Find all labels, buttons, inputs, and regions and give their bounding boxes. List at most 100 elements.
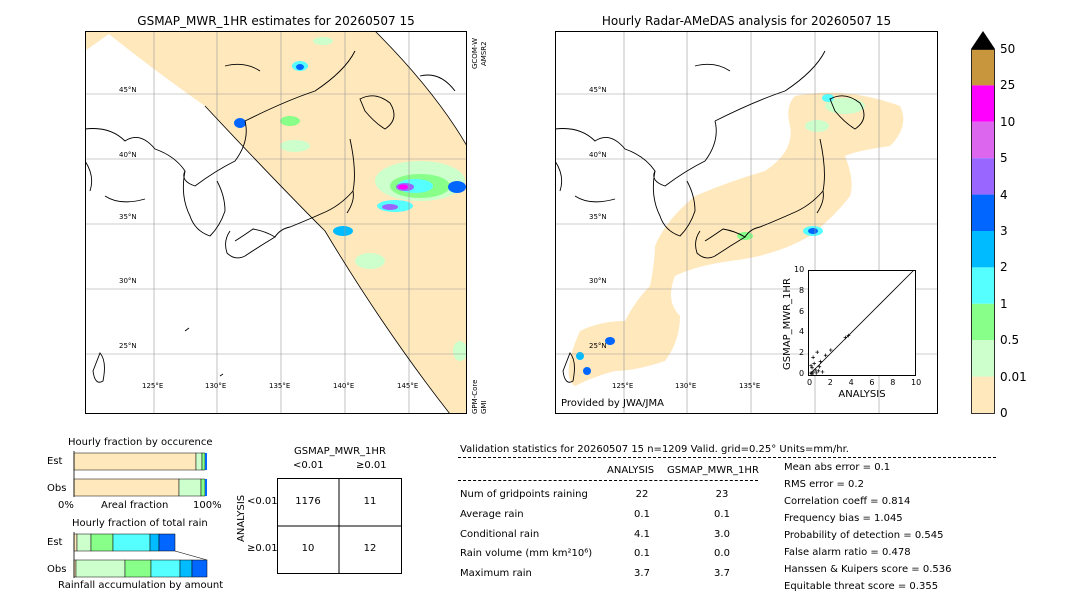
colorbar bbox=[971, 31, 995, 414]
colorbar-label: 50 bbox=[1000, 42, 1016, 56]
occurrence-chart bbox=[73, 451, 207, 497]
scatter-y-tick: 8 bbox=[799, 285, 805, 295]
scatter-y-tick: 2 bbox=[799, 348, 805, 358]
colorbar-over-triangle bbox=[971, 31, 995, 49]
colorbar-label: 3 bbox=[1000, 224, 1008, 238]
occurrence-xlabel: Areal fraction bbox=[101, 500, 169, 511]
scatter-point bbox=[810, 365, 814, 370]
left-lat-label: 35°N bbox=[119, 213, 137, 221]
scatter-point bbox=[814, 371, 819, 375]
right-lat-label: 40°N bbox=[589, 151, 607, 159]
validation-row-analysis: 22 bbox=[635, 489, 649, 500]
validation-row-analysis: 3.7 bbox=[634, 568, 650, 579]
left-lon-label: 135°E bbox=[269, 382, 291, 390]
sat-top-label: GCOM-W bbox=[471, 37, 479, 69]
total-rain-row-est: Est bbox=[47, 537, 63, 548]
scatter-point bbox=[818, 359, 823, 364]
colorbar-segment bbox=[971, 231, 995, 268]
colorbar-label: 4 bbox=[1000, 187, 1008, 202]
validation-row-label: Rain volume (mm km²10⁶) bbox=[460, 548, 593, 559]
right-lat-label: 25°N bbox=[589, 342, 607, 350]
validation-row-gsmap: 3.7 bbox=[714, 568, 730, 579]
left-lon-label: 125°E bbox=[142, 382, 164, 390]
left-lat-label: 25°N bbox=[119, 342, 137, 350]
scatter-y-tick: 0 bbox=[799, 369, 805, 378]
validation-row-gsmap: 23 bbox=[715, 489, 729, 500]
scatter-point bbox=[823, 353, 828, 358]
scatter-point bbox=[812, 361, 816, 366]
right-lat-label: 35°N bbox=[589, 213, 607, 221]
validation-table-divider bbox=[458, 480, 758, 481]
left-lat-label: 30°N bbox=[119, 277, 137, 285]
colorbar-segment bbox=[971, 85, 995, 122]
colorbar-segment bbox=[971, 121, 995, 159]
right-lon-label: 125°E bbox=[612, 382, 634, 390]
left-swath bbox=[105, 31, 467, 414]
scatter-plot bbox=[808, 270, 916, 376]
occurrence-x-right: 100% bbox=[193, 500, 222, 511]
colorbar-label: 25 bbox=[1000, 78, 1016, 93]
scatter-x-tick: 2 bbox=[827, 378, 833, 387]
right-lat-label: 30°N bbox=[589, 277, 607, 285]
left-lon-label: 130°E bbox=[205, 382, 227, 390]
contingency-grid bbox=[277, 478, 402, 574]
colorbar-segment bbox=[971, 376, 995, 413]
validation-row-label: Maximum rain bbox=[460, 568, 532, 579]
colorbar-segment bbox=[971, 158, 995, 195]
colorbar-label: 0.5 bbox=[1000, 333, 1020, 348]
total-rain-title: Hourly fraction of total rain bbox=[72, 518, 208, 529]
scatter-y-tick: 6 bbox=[799, 306, 805, 316]
colorbar-label: 2 bbox=[1000, 260, 1008, 275]
scatter-point bbox=[816, 369, 821, 373]
validation-col-gsmap: GSMAP_MWR_1HR bbox=[667, 465, 759, 476]
contingency-title: GSMAP_MWR_1HR bbox=[294, 446, 386, 457]
scatter-point bbox=[817, 364, 822, 369]
colorbar-label: 10 bbox=[1000, 114, 1016, 129]
right-lat-label: 45°N bbox=[589, 86, 607, 94]
left-map bbox=[85, 31, 467, 414]
score-line: RMS error = 0.2 bbox=[784, 479, 864, 490]
colorbar-segment bbox=[971, 194, 995, 231]
contingency-row-label: <0.01 bbox=[247, 496, 278, 507]
radar-coverage bbox=[568, 92, 904, 386]
occurrence-row-obs: Obs bbox=[47, 483, 67, 494]
score-line: Frequency bias = 1.045 bbox=[784, 513, 903, 524]
occurrence-x-left: 0% bbox=[58, 500, 74, 511]
score-line: Correlation coeff = 0.814 bbox=[784, 496, 911, 507]
scatter-point bbox=[809, 363, 813, 368]
scatter-xlabel: ANALYSIS bbox=[838, 389, 886, 400]
contingency-cell: 11 bbox=[363, 496, 377, 507]
occurrence-title: Hourly fraction by occurence bbox=[68, 437, 213, 448]
occurrence-row-est: Est bbox=[47, 456, 63, 467]
sat-top-label-2: AMSR2 bbox=[480, 41, 488, 66]
score-line: Hanssen & Kuipers score = 0.536 bbox=[784, 564, 952, 575]
scatter-x-tick: 4 bbox=[848, 378, 854, 387]
scatter-x-tick: 6 bbox=[869, 378, 875, 387]
scatter-point bbox=[811, 355, 815, 360]
total-rain-xlabel: Rainfall accumulation by amount bbox=[58, 580, 224, 591]
scatter-y-tick: 4 bbox=[799, 327, 805, 337]
validation-row-label: Conditional rain bbox=[460, 529, 540, 540]
colorbar-segment bbox=[971, 340, 995, 377]
sat-bottom-label-2: GMI bbox=[480, 400, 488, 414]
validation-row-label: Num of gridpoints raining bbox=[460, 489, 588, 500]
score-line: Probability of detection = 0.545 bbox=[784, 530, 944, 541]
scatter-ylabel: GSMAP_MWR_1HR bbox=[782, 278, 793, 370]
contingency-side-label: ANALYSIS bbox=[236, 494, 247, 542]
validation-row-gsmap: 0.1 bbox=[714, 509, 730, 520]
colorbar-label: 5 bbox=[1000, 151, 1008, 166]
scatter-y-tick: 10 bbox=[794, 265, 805, 274]
scatter-x-tick: 8 bbox=[890, 378, 896, 387]
colorbar-label: 0.01 bbox=[1000, 369, 1027, 384]
scatter-x-tick: 0 bbox=[807, 378, 813, 387]
contingency-cell: 1176 bbox=[295, 496, 321, 507]
validation-row-label: Average rain bbox=[460, 509, 524, 520]
colorbar-segment bbox=[971, 267, 995, 304]
contingency-cell: 10 bbox=[301, 543, 315, 554]
score-line: False alarm ratio = 0.478 bbox=[784, 547, 911, 558]
colorbar-label: 1 bbox=[1000, 296, 1008, 311]
scatter-point bbox=[829, 348, 833, 352]
left-lat-label: 40°N bbox=[119, 151, 137, 159]
right-lon-label: 130°E bbox=[675, 382, 697, 390]
scatter-x-tick: 10 bbox=[911, 378, 922, 387]
